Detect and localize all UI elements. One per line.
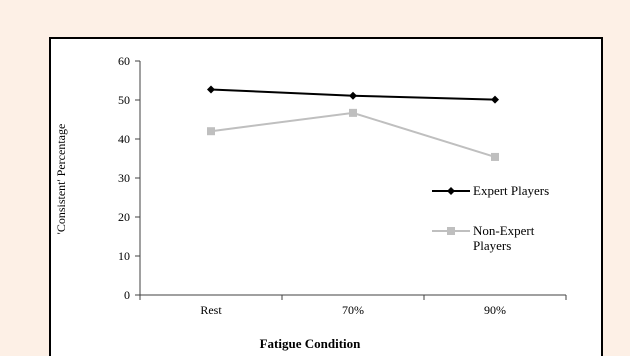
x-tick-label: Rest — [200, 303, 222, 317]
y-axis-label: 'Consistent' Percentage — [54, 124, 68, 235]
series-markers — [207, 85, 499, 161]
legend-label-nonexpert-line1: Non-Expert — [473, 223, 535, 238]
x-axis-label: Fatigue Condition — [260, 336, 362, 351]
y-axis-ticks: 0 10 20 30 40 50 60 — [118, 54, 140, 302]
y-tick-label: 0 — [124, 288, 130, 302]
legend-marker-expert — [447, 187, 455, 195]
y-tick-label: 20 — [118, 210, 130, 224]
data-point-nonexpert — [349, 108, 357, 117]
legend-item-nonexpert: Non-Expert Players — [432, 223, 535, 253]
x-tick-label: 90% — [484, 303, 506, 317]
y-tick-label: 10 — [118, 249, 130, 263]
y-tick-label: 40 — [118, 132, 130, 146]
legend-label-nonexpert-line2: Players — [473, 238, 511, 253]
data-point-nonexpert — [491, 152, 499, 161]
y-tick-label: 30 — [118, 171, 130, 185]
data-point-expert — [491, 95, 499, 104]
legend: Expert Players Non-Expert Players — [432, 183, 549, 253]
data-point-expert — [207, 85, 215, 94]
legend-label-expert: Expert Players — [473, 183, 549, 198]
legend-item-expert: Expert Players — [432, 183, 549, 198]
legend-marker-nonexpert — [447, 227, 455, 235]
y-tick-label: 50 — [118, 93, 130, 107]
x-tick-label: 70% — [342, 303, 364, 317]
chart-frame — [49, 37, 603, 356]
data-point-nonexpert — [207, 127, 215, 136]
y-tick-label: 60 — [118, 54, 130, 68]
x-axis-ticks: Rest 70% 90% — [139, 295, 567, 317]
data-point-expert — [349, 91, 357, 100]
